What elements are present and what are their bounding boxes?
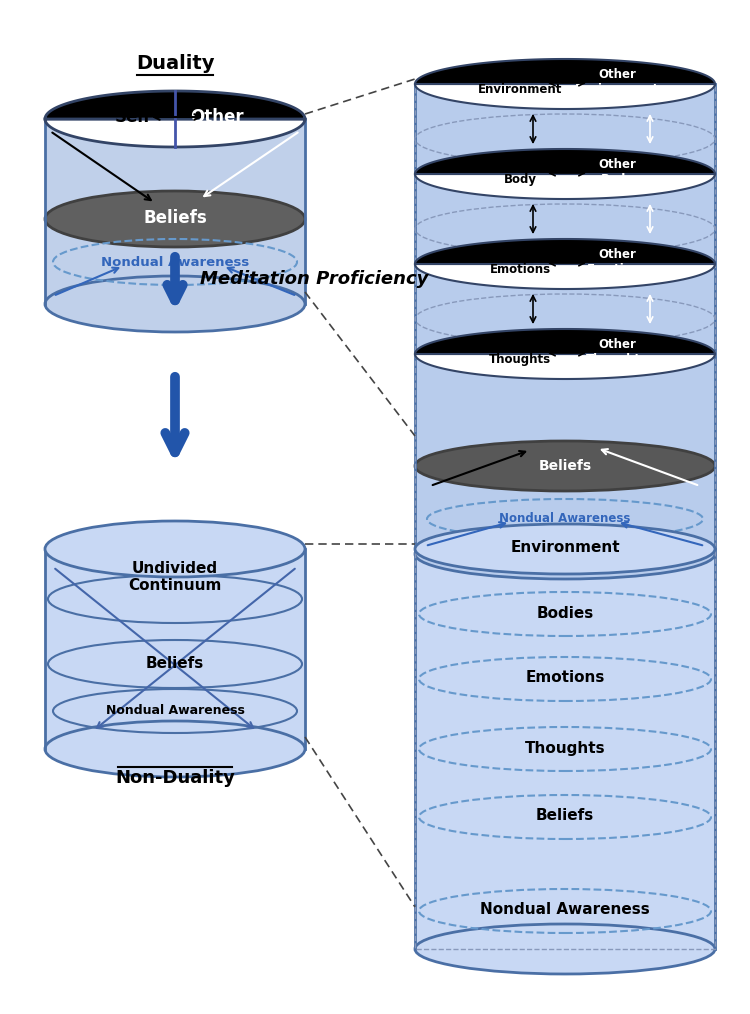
Text: Self: Self <box>115 108 152 126</box>
Text: Other
Body: Other Body <box>598 158 636 186</box>
Ellipse shape <box>45 191 305 247</box>
Polygon shape <box>415 264 715 289</box>
Text: Other
Environment: Other Environment <box>574 68 659 96</box>
Text: Own
Thoughts: Own Thoughts <box>489 338 551 366</box>
Polygon shape <box>415 149 715 174</box>
Ellipse shape <box>45 276 305 332</box>
Text: Own
Emotions: Own Emotions <box>490 248 550 276</box>
Ellipse shape <box>415 441 715 491</box>
Polygon shape <box>45 119 305 147</box>
Text: Own
Body: Own Body <box>503 158 536 186</box>
Polygon shape <box>415 549 715 949</box>
Ellipse shape <box>415 529 715 579</box>
Ellipse shape <box>415 524 715 574</box>
Text: Thoughts: Thoughts <box>525 740 605 755</box>
Ellipse shape <box>415 924 715 974</box>
Text: Meditation Proficiency: Meditation Proficiency <box>200 270 428 288</box>
Text: Other
Emotions: Other Emotions <box>586 248 647 276</box>
Text: Own
Environment: Own Environment <box>478 68 562 96</box>
Polygon shape <box>415 354 715 379</box>
Text: Beliefs: Beliefs <box>536 808 594 823</box>
Text: Duality: Duality <box>136 54 214 73</box>
Polygon shape <box>415 59 715 84</box>
Polygon shape <box>415 84 715 554</box>
Polygon shape <box>45 91 305 119</box>
Text: Nondual Awareness: Nondual Awareness <box>106 705 244 718</box>
Text: Nondual Awareness: Nondual Awareness <box>500 512 631 525</box>
Polygon shape <box>45 119 305 304</box>
Text: Emotions: Emotions <box>525 670 605 685</box>
Text: Beliefs: Beliefs <box>146 656 204 671</box>
Polygon shape <box>415 174 715 199</box>
Ellipse shape <box>45 521 305 577</box>
Polygon shape <box>45 549 305 749</box>
Text: Environment: Environment <box>510 540 620 556</box>
Polygon shape <box>415 329 715 354</box>
Text: Non-Duality: Non-Duality <box>115 769 235 787</box>
Polygon shape <box>415 239 715 264</box>
Text: Nondual Awareness: Nondual Awareness <box>480 902 650 918</box>
Text: Beliefs: Beliefs <box>538 459 592 473</box>
Text: Other: Other <box>190 108 244 126</box>
Text: Beliefs: Beliefs <box>143 209 207 227</box>
Ellipse shape <box>45 721 305 777</box>
Text: Other
Thoughts: Other Thoughts <box>586 338 648 366</box>
Polygon shape <box>415 84 715 108</box>
Text: Nondual Awareness: Nondual Awareness <box>101 256 249 269</box>
Text: Undivided
Continuum: Undivided Continuum <box>128 561 222 593</box>
Text: Bodies: Bodies <box>536 605 594 621</box>
